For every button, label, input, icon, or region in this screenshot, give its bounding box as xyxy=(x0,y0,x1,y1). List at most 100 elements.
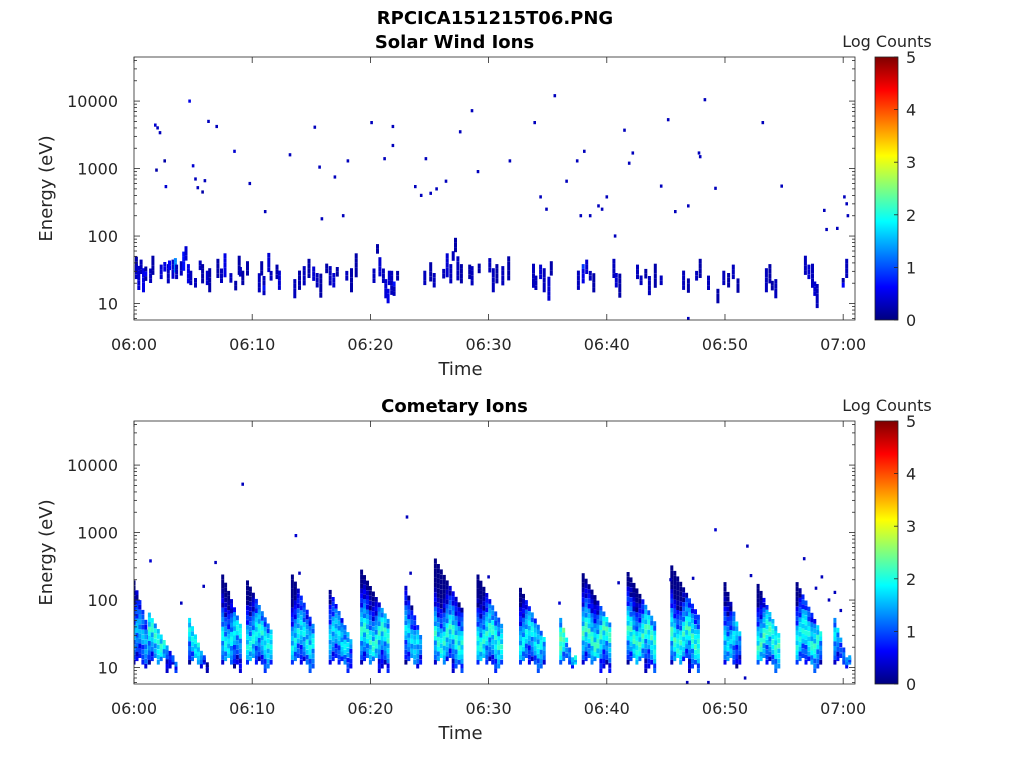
heatmap-cell xyxy=(349,639,353,644)
heatmap-cell xyxy=(638,608,642,614)
heatmap-cell xyxy=(842,647,846,653)
heatmap-cell xyxy=(533,632,537,638)
heatmap-cell xyxy=(685,630,689,635)
heatmap-cell xyxy=(485,650,489,655)
heatmap-cell xyxy=(296,623,300,629)
heatmap-cell xyxy=(308,626,312,631)
heatmap-cell xyxy=(135,628,139,633)
heatmap-cell xyxy=(439,648,443,654)
heatmap-cell xyxy=(138,604,142,610)
heatmap-cell xyxy=(457,607,461,612)
data-point xyxy=(533,121,536,125)
heatmap-cell xyxy=(363,575,366,580)
heatmap-cell xyxy=(756,588,760,594)
heatmap-cell xyxy=(299,654,303,660)
heatmap-cell xyxy=(260,645,264,650)
heatmap-cell xyxy=(433,601,437,607)
heatmap-cell xyxy=(260,654,264,660)
heatmap-cell xyxy=(224,587,228,593)
heatmap-cell xyxy=(147,612,151,618)
heatmap-cell xyxy=(248,631,252,637)
heatmap-cell xyxy=(293,586,297,591)
heatmap-cell xyxy=(360,574,364,580)
heatmap-cell xyxy=(454,606,458,612)
heatmap-cell xyxy=(670,593,674,599)
heatmap-cell xyxy=(635,626,639,632)
heatmap-cell xyxy=(491,282,495,288)
heatmap-cell xyxy=(848,655,852,661)
heatmap-cell xyxy=(470,266,474,271)
heatmap-cell xyxy=(254,612,258,618)
heatmap-cell xyxy=(454,639,458,645)
heatmap-cell xyxy=(266,648,270,654)
heatmap-cell xyxy=(156,644,160,650)
heatmap-cell xyxy=(445,258,449,263)
heatmap-cell xyxy=(251,597,255,603)
heatmap-cell xyxy=(759,651,763,657)
heatmap-cell xyxy=(413,649,417,655)
heatmap-cell xyxy=(246,266,249,271)
heatmap-cell xyxy=(542,273,546,278)
heatmap-cell xyxy=(436,622,440,628)
heatmap-cell xyxy=(371,641,375,647)
heatmap-cell xyxy=(482,601,486,606)
heatmap-cell xyxy=(141,644,145,650)
heatmap-cell xyxy=(688,635,691,641)
heatmap-cell xyxy=(759,600,763,605)
heatmap-cell xyxy=(691,623,694,629)
heatmap-cell xyxy=(221,612,225,618)
heatmap-cell xyxy=(679,615,683,621)
heatmap-cell xyxy=(144,629,148,635)
heatmap-cell xyxy=(581,268,585,274)
heatmap-cell xyxy=(263,617,267,623)
heatmap-cell xyxy=(590,603,594,609)
heatmap-cell xyxy=(340,651,344,657)
heatmap-cell xyxy=(366,580,369,586)
heatmap-cell xyxy=(275,274,279,280)
heatmap-cell xyxy=(587,648,591,654)
heatmap-cell xyxy=(189,275,193,281)
heatmap-cell xyxy=(248,601,252,607)
heatmap-cell xyxy=(269,634,273,640)
heatmap-cell xyxy=(433,616,437,622)
heatmap-cell xyxy=(368,586,372,591)
heatmap-cell xyxy=(732,616,736,622)
heatmap-cell xyxy=(519,659,522,665)
heatmap-cell xyxy=(468,264,472,270)
heatmap-cell xyxy=(581,587,585,593)
heatmap-cell xyxy=(188,617,192,623)
heatmap-cell xyxy=(571,657,574,663)
heatmap-cell xyxy=(726,611,730,617)
heatmap-cell xyxy=(641,638,645,644)
heatmap-cell xyxy=(501,270,505,276)
heatmap-cell xyxy=(524,609,528,615)
heatmap-cell xyxy=(495,278,499,284)
heatmap-cell xyxy=(345,270,349,276)
heatmap-cell xyxy=(500,623,504,629)
heatmap-cell xyxy=(150,618,154,623)
heatmap-cell xyxy=(815,303,819,309)
heatmap-cell xyxy=(756,621,760,627)
heatmap-cell xyxy=(457,659,461,665)
heatmap-cell xyxy=(807,616,811,622)
heatmap-cell xyxy=(135,590,139,596)
heatmap-cell xyxy=(626,650,630,655)
heatmap-cell xyxy=(349,644,353,649)
colorbar-tick-label: 0 xyxy=(906,675,916,694)
heatmap-cell xyxy=(491,273,495,278)
heatmap-cell xyxy=(380,645,384,650)
heatmap-cell xyxy=(596,605,600,611)
heatmap-cell xyxy=(833,641,837,646)
heatmap-cell xyxy=(377,602,381,608)
heatmap-cell xyxy=(383,641,387,646)
heatmap-cell xyxy=(254,608,258,613)
heatmap-cell xyxy=(374,625,378,630)
heatmap-cell xyxy=(798,588,802,593)
heatmap-cell xyxy=(191,641,194,646)
heatmap-cell xyxy=(476,659,480,665)
heatmap-cell xyxy=(134,615,136,620)
heatmap-cell xyxy=(641,599,645,605)
heatmap-cell xyxy=(813,643,817,649)
heatmap-cell xyxy=(539,649,543,655)
heatmap-cell xyxy=(519,607,522,612)
